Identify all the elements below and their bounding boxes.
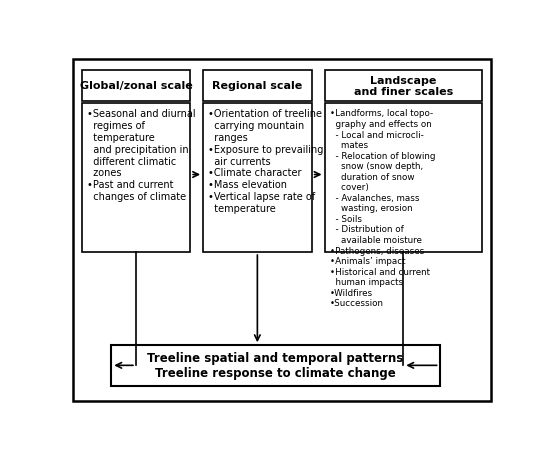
Bar (81, 104, 190, 253)
Text: •Landforms, local topo-
  graphy and effects on
  - Local and microcli-
    mate: •Landforms, local topo- graphy and effec… (329, 109, 435, 308)
Text: Landscape
and finer scales: Landscape and finer scales (354, 76, 453, 97)
Bar (324, 104, 482, 253)
Bar (203, 71, 312, 102)
Text: Global/zonal scale: Global/zonal scale (80, 81, 192, 91)
Bar (324, 71, 482, 102)
Bar (111, 345, 439, 386)
Text: •Seasonal and diurnal
  regimes of
  temperature
  and precipitation in
  differ: •Seasonal and diurnal regimes of tempera… (87, 109, 195, 202)
Text: •Orientation of treeline
  carrying mountain
  ranges
•Exposure to prevailing
  : •Orientation of treeline carrying mounta… (208, 109, 323, 213)
Bar (81, 71, 190, 102)
Text: Treeline spatial and temporal patterns
Treeline response to climate change: Treeline spatial and temporal patterns T… (147, 352, 404, 379)
Text: Regional scale: Regional scale (212, 81, 302, 91)
Bar (203, 104, 312, 253)
